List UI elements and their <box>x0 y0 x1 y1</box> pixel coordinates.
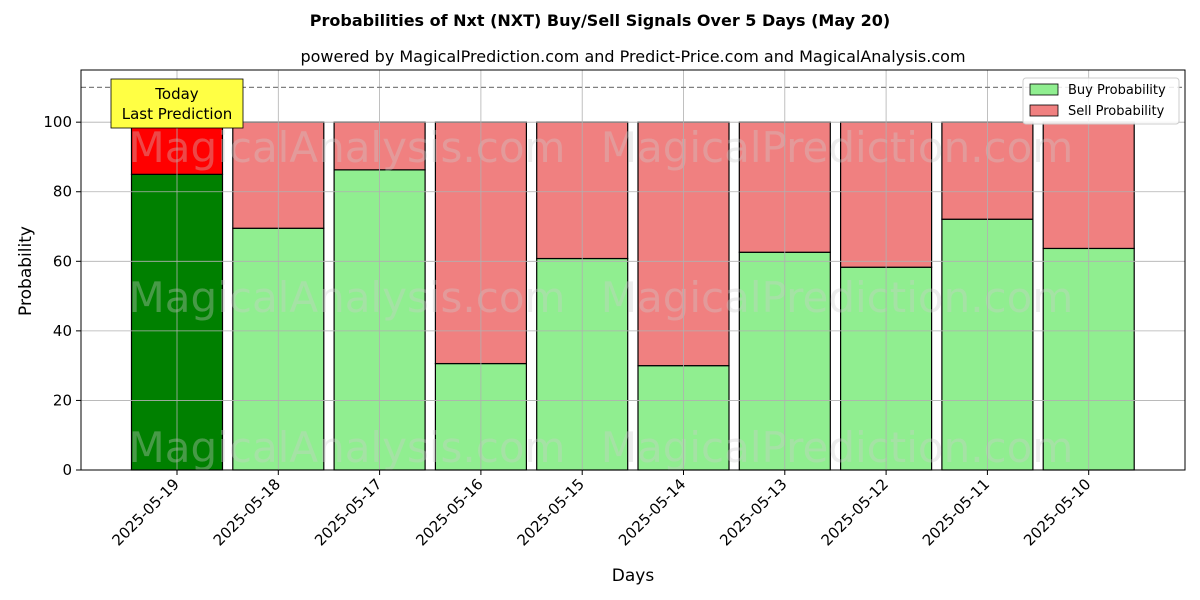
y-axis-label: Probability <box>16 226 36 316</box>
legend: Buy Probability Sell Probability <box>1022 77 1180 125</box>
x-tick-label: 2025-05-13 <box>716 475 790 549</box>
y-tick-label: 20 <box>53 391 72 409</box>
y-tick-label: 100 <box>43 113 72 131</box>
x-tick-label: 2025-05-19 <box>108 475 182 549</box>
watermark-text: MagicalAnalysis.com <box>129 423 566 472</box>
x-tick-label: 2025-05-10 <box>1020 475 1094 549</box>
chart-subtitle: powered by MagicalPrediction.com and Pre… <box>300 47 965 66</box>
annotation-text: Last Prediction <box>122 105 233 123</box>
watermark-text: MagicalAnalysis.com <box>129 123 566 172</box>
annotation-text: Today <box>154 85 199 103</box>
plot-area: MagicalAnalysis.com MagicalPrediction.com… <box>43 69 1186 549</box>
watermark-text: MagicalAnalysis.com <box>129 273 566 322</box>
legend-swatch <box>1029 104 1059 117</box>
y-tick-label: 60 <box>53 252 72 270</box>
legend-label: Sell Probability <box>1068 104 1165 119</box>
y-tick-label: 80 <box>53 183 72 201</box>
x-tick-label: 2025-05-11 <box>919 475 993 549</box>
legend-swatch <box>1029 83 1059 96</box>
x-tick-label: 2025-05-15 <box>514 475 588 549</box>
x-axis-label: Days <box>612 566 655 586</box>
y-tick-label: 40 <box>53 322 72 340</box>
x-tick-label: 2025-05-12 <box>818 475 892 549</box>
watermark-text: MagicalPrediction.com <box>601 273 1074 322</box>
chart-title: Probabilities of Nxt (NXT) Buy/Sell Sign… <box>310 11 890 30</box>
legend-label: Buy Probability <box>1068 83 1166 98</box>
annotation-box <box>110 78 244 129</box>
legend-box <box>1022 77 1180 125</box>
watermark-text: MagicalPrediction.com <box>601 123 1074 172</box>
x-tick-label: 2025-05-16 <box>412 475 486 549</box>
x-tick-label: 2025-05-17 <box>311 475 385 549</box>
x-tick-label: 2025-05-14 <box>615 475 689 549</box>
x-tick-label: 2025-05-18 <box>210 475 284 549</box>
plot-frame <box>80 69 1186 471</box>
watermark-text: MagicalPrediction.com <box>601 423 1074 472</box>
y-tick-label: 0 <box>62 461 72 479</box>
